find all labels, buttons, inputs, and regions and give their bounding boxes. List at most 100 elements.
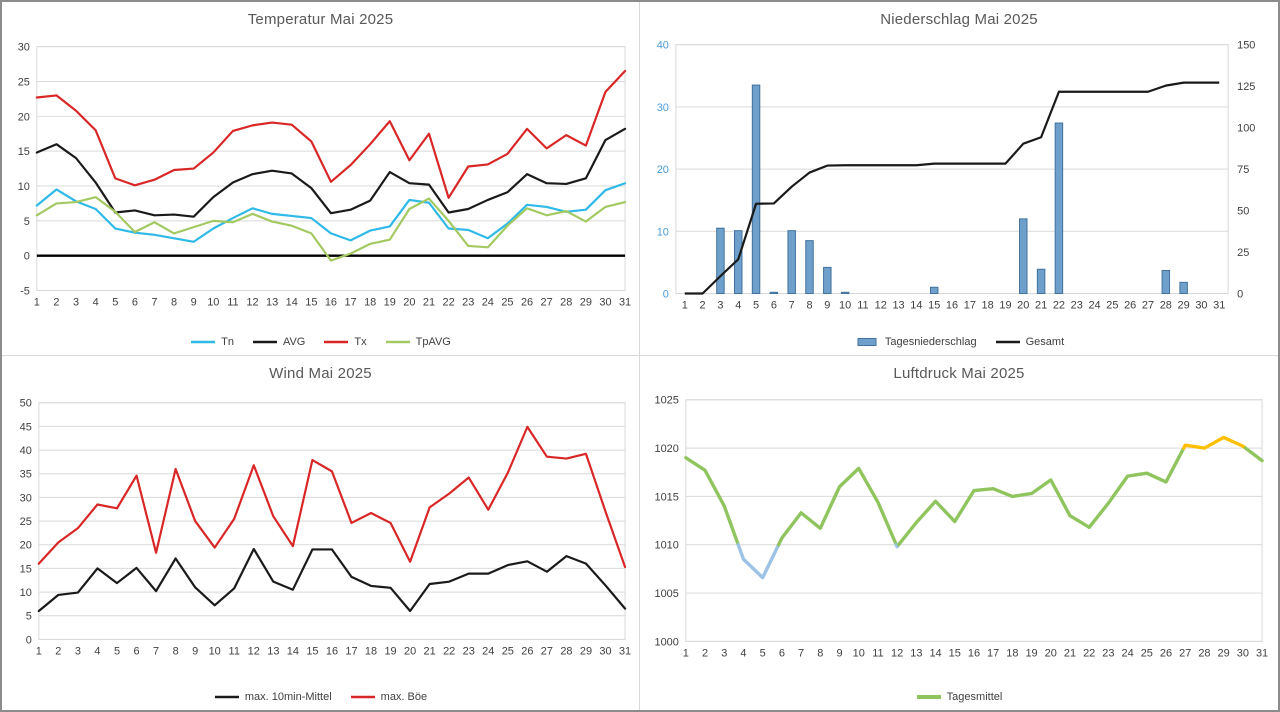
legend-line-marker-icon — [350, 695, 375, 699]
bar-tagesniederschlag-day-28 — [1161, 270, 1171, 295]
x-axis-tick-label: 8 — [806, 299, 812, 311]
y-axis-tick-label: 5 — [26, 611, 32, 623]
plot-border — [675, 44, 1229, 295]
y-axis-tick-label: 0 — [663, 289, 669, 301]
x-axis-tick-label: 15 — [928, 299, 940, 311]
x-axis-tick-label: 27 — [1179, 647, 1191, 659]
x-axis-tick-label: 3 — [717, 299, 723, 311]
y-axis-tick-label: 25 — [20, 516, 32, 528]
x-axis-tick-label: 2 — [53, 296, 59, 308]
y-axis-tick-label: -5 — [20, 286, 30, 298]
x-axis-tick-label: 5 — [114, 645, 120, 657]
x-axis-tick-label: 18 — [365, 645, 377, 657]
x-axis-tick-label: 6 — [771, 299, 777, 311]
series-line-max-10min-mittel — [37, 547, 627, 613]
x-axis-tick-label: 7 — [151, 296, 157, 308]
legend-line-marker-icon — [385, 340, 410, 344]
x-axis-tick-label: 11 — [872, 647, 883, 659]
legend-item-tpavg: TpAVG — [385, 336, 451, 348]
y-axis-tick-label: 1005 — [655, 588, 679, 600]
bar-tagesniederschlag-day-10 — [840, 291, 850, 295]
x-axis-tick-label: 10 — [853, 647, 865, 659]
x-axis-tick-label: 17 — [344, 296, 356, 308]
x-axis-tick-label: 11 — [857, 299, 868, 311]
legend-label: Tagesmittel — [946, 691, 1003, 703]
x-axis-tick-label: 16 — [946, 299, 958, 311]
x-axis-tick-label: 5 — [753, 299, 759, 311]
x-axis-tick-label: 21 — [1035, 299, 1047, 311]
legend-label: AVG — [282, 336, 306, 348]
y-axis-tick-label: 10 — [18, 181, 30, 193]
x-axis-tick-label: 21 — [424, 645, 436, 657]
x-axis-tick-label: 31 — [1213, 299, 1225, 311]
x-axis-tick-label: 9 — [824, 299, 830, 311]
y-axis-tick-label: 10 — [657, 226, 669, 238]
legend-item-tn: Tn — [190, 336, 234, 348]
x-axis-tick-label: 3 — [721, 647, 727, 659]
y-axis-tick-label: 20 — [18, 111, 30, 123]
legend-label: Gesamt — [1025, 336, 1065, 348]
x-axis-tick-label: 25 — [502, 645, 514, 657]
x-axis-tick-label: 7 — [153, 645, 159, 657]
pressure-line-segment-above-high — [1182, 435, 1248, 450]
x-axis-tick-label: 14 — [910, 299, 922, 311]
x-axis-tick-label: 14 — [287, 645, 299, 657]
x-axis-tick-label: 23 — [1071, 299, 1083, 311]
x-axis-tick-label: 27 — [541, 645, 553, 657]
x-axis-tick-label: 19 — [384, 296, 396, 308]
temperature-chart-legend: Tn AVG Tx TpAVG — [2, 336, 639, 348]
y-axis-tick-label: 40 — [20, 445, 32, 457]
x-axis-tick-label: 2 — [55, 645, 61, 657]
x-axis-tick-label: 9 — [836, 647, 842, 659]
x-axis-tick-label: 31 — [1256, 647, 1268, 659]
x-axis-tick-label: 25 — [1106, 299, 1118, 311]
y-axis-tick-label: 30 — [657, 102, 669, 114]
chart-title-luftdruck: Luftdruck Mai 2025 — [893, 365, 1025, 382]
x-axis-tick-label: 24 — [482, 296, 494, 308]
x-axis-tick-label: 10 — [839, 299, 851, 311]
x-axis-tick-label: 2 — [702, 647, 708, 659]
x-axis-tick-label: 24 — [482, 645, 494, 657]
legend-label: max. 10min-Mittel — [244, 691, 332, 703]
y-axis-tick-label: 50 — [20, 398, 32, 410]
x-axis-tick-label: 3 — [75, 645, 81, 657]
bar-tagesniederschlag-day-20 — [1019, 218, 1028, 295]
x-axis-tick-label: 28 — [560, 296, 572, 308]
bar-tagesniederschlag-day-8 — [805, 240, 814, 295]
x-axis-tick-label: 18 — [1006, 647, 1018, 659]
x-axis-tick-label: 22 — [443, 296, 455, 308]
x-axis-tick-label: 23 — [463, 645, 475, 657]
y-axis-tick-label: 40 — [657, 40, 669, 52]
x-axis-tick-label: 1 — [683, 647, 689, 659]
x-axis-tick-label: 5 — [112, 296, 118, 308]
x-axis-tick-label: 21 — [1064, 647, 1076, 659]
x-axis-tick-label: 30 — [599, 645, 611, 657]
series-line-max-b-e — [37, 425, 627, 569]
plot-border — [38, 402, 626, 640]
x-axis-tick-label: 14 — [286, 296, 298, 308]
y-axis-tick-label: 20 — [20, 540, 32, 552]
x-axis-tick-label: 7 — [789, 299, 795, 311]
right-y-axis-tick-label: 100 — [1237, 123, 1255, 135]
x-axis-tick-label: 29 — [580, 296, 592, 308]
legend-label: Tx — [354, 336, 367, 348]
y-axis-tick-label: 1000 — [655, 636, 679, 648]
x-axis-tick-label: 31 — [619, 645, 631, 657]
x-axis-tick-label: 19 — [384, 645, 396, 657]
x-axis-tick-label: 10 — [209, 645, 221, 657]
legend-line-marker-icon — [995, 340, 1020, 344]
y-axis-tick-label: 0 — [24, 251, 30, 263]
legend-label: max. Böe — [380, 691, 428, 703]
x-axis-tick-label: 29 — [1218, 647, 1230, 659]
x-axis-tick-label: 13 — [266, 296, 278, 308]
legend-item-max-10min-mittel: max. 10min-Mittel — [214, 691, 332, 703]
bar-tagesniederschlag-day-29 — [1179, 281, 1188, 295]
x-axis-tick-label: 8 — [173, 645, 179, 657]
bar-tagesniederschlag-day-5 — [751, 84, 761, 295]
right-y-axis-tick-label: 0 — [1237, 289, 1243, 301]
legend-line-marker-icon — [214, 695, 239, 699]
x-axis-tick-label: 30 — [1237, 647, 1249, 659]
x-axis-tick-label: 31 — [619, 296, 631, 308]
